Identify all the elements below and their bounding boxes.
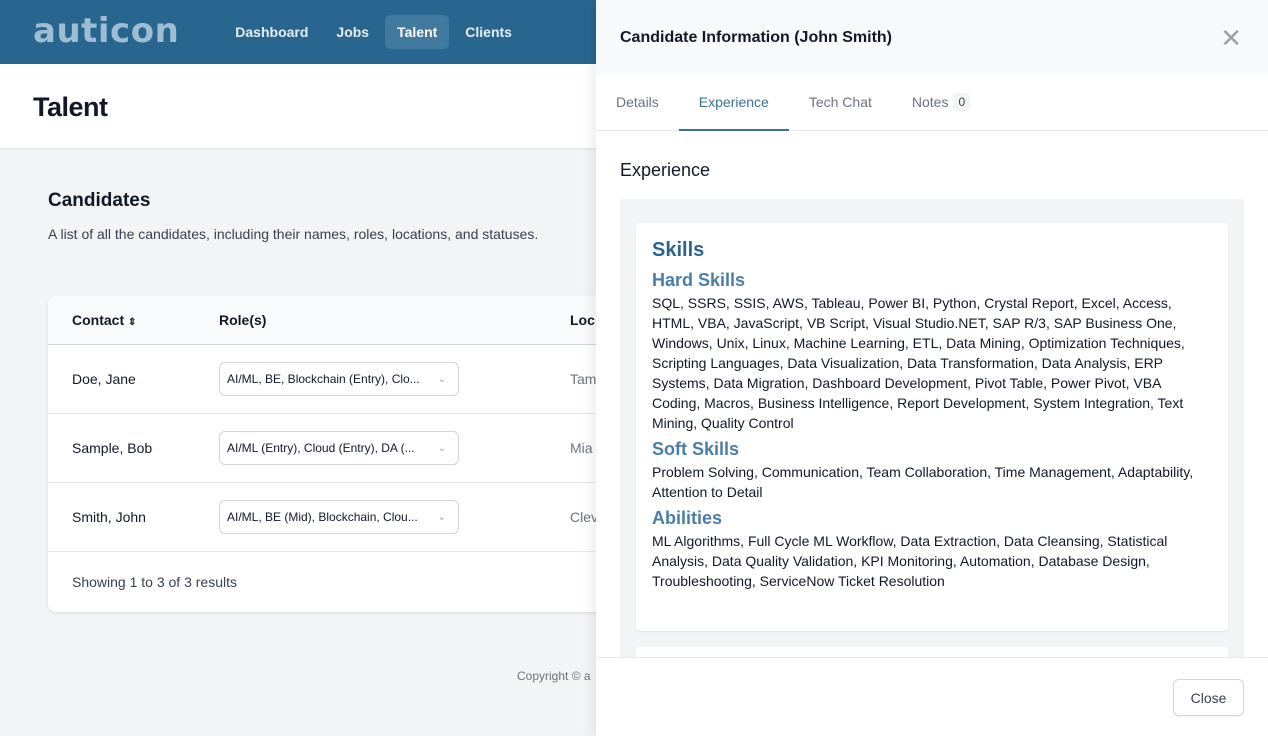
drawer-footer: Close bbox=[596, 657, 1268, 736]
contact-name[interactable]: Doe, Jane bbox=[72, 371, 136, 387]
hard-skills-list: SQL, SSRS, SSIS, AWS, Tableau, Power BI,… bbox=[652, 295, 1185, 431]
notes-count-badge: 0 bbox=[953, 93, 971, 111]
tab-notes[interactable]: Notes 0 bbox=[892, 75, 990, 131]
drawer-tabs: Details Experience Tech Chat Notes 0 bbox=[596, 75, 1268, 131]
abilities-heading: Abilities bbox=[652, 508, 723, 528]
roles-value: AI/ML, BE (Mid), Blockchain, Clou... bbox=[227, 510, 418, 524]
hard-skills-heading: Hard Skills bbox=[652, 270, 746, 290]
table-row[interactable]: Smith, John AI/ML, BE (Mid), Blockchain,… bbox=[48, 483, 668, 552]
chevron-down-icon: ⌄ bbox=[437, 442, 446, 454]
page-title: Talent bbox=[33, 92, 108, 122]
table-header: Contact ⇕ Role(s) Loc bbox=[48, 296, 668, 345]
nav-jobs[interactable]: Jobs bbox=[336, 24, 370, 40]
drawer-title: Candidate Information (John Smith) bbox=[620, 28, 892, 46]
experience-container: Skills Hard Skills SQL, SSRS, SSIS, AWS,… bbox=[620, 199, 1244, 657]
location-column-header: Loc bbox=[570, 312, 595, 328]
copyright: Copyright © a bbox=[517, 669, 591, 683]
contact-name[interactable]: Smith, John bbox=[72, 509, 146, 525]
table-row[interactable]: Sample, Bob AI/ML (Entry), Cloud (Entry)… bbox=[48, 414, 668, 483]
contact-column-header[interactable]: Contact ⇕ bbox=[48, 312, 219, 328]
nav-talent[interactable]: Talent bbox=[385, 15, 450, 49]
tab-tech-chat[interactable]: Tech Chat bbox=[808, 94, 872, 110]
notes-label: Notes bbox=[911, 94, 949, 110]
contact-header-label: Contact bbox=[72, 312, 125, 328]
candidates-section: Candidates A list of all the candidates,… bbox=[0, 148, 1268, 284]
auticon-logo[interactable]: auticon bbox=[33, 11, 180, 51]
close-icon[interactable]: ✕ bbox=[1220, 22, 1242, 53]
roles-select[interactable]: AI/ML (Entry), Cloud (Entry), DA (... ⌄ bbox=[219, 431, 459, 465]
nav-dashboard[interactable]: Dashboard bbox=[235, 24, 309, 40]
nav-clients[interactable]: Clients bbox=[465, 24, 512, 40]
soft-skills-list: Problem Solving, Communication, Team Col… bbox=[652, 464, 1194, 500]
chevron-down-icon: ⌄ bbox=[437, 373, 446, 385]
pagination-summary: Showing 1 to 3 of 3 results bbox=[72, 574, 237, 590]
chevron-down-icon: ⌄ bbox=[437, 511, 446, 523]
location: Mia bbox=[570, 440, 593, 456]
roles-select[interactable]: AI/ML, BE (Mid), Blockchain, Clou... ⌄ bbox=[219, 500, 459, 534]
location: Tam bbox=[570, 371, 597, 387]
roles-value: AI/ML (Entry), Cloud (Entry), DA (... bbox=[227, 441, 415, 455]
skills-heading: Skills bbox=[652, 239, 705, 261]
roles-value: AI/ML, BE, Blockchain (Entry), Clo... bbox=[227, 372, 420, 386]
next-card bbox=[636, 647, 1228, 657]
tab-experience[interactable]: Experience bbox=[678, 75, 789, 131]
drawer-header: Candidate Information (John Smith) ✕ bbox=[596, 0, 1268, 75]
candidates-table: Contact ⇕ Role(s) Loc Doe, Jane AI/ML, B… bbox=[48, 296, 668, 612]
roles-column-header: Role(s) bbox=[219, 312, 267, 328]
skills-card: Skills Hard Skills SQL, SSRS, SSIS, AWS,… bbox=[636, 223, 1228, 631]
close-button[interactable]: Close bbox=[1173, 679, 1244, 716]
candidate-drawer: Candidate Information (John Smith) ✕ Det… bbox=[596, 0, 1268, 736]
candidates-title: Candidates bbox=[48, 190, 151, 211]
experience-heading: Experience bbox=[620, 160, 711, 180]
roles-select[interactable]: AI/ML, BE, Blockchain (Entry), Clo... ⌄ bbox=[219, 362, 459, 396]
sort-icon[interactable]: ⇕ bbox=[128, 317, 137, 328]
table-row[interactable]: Doe, Jane AI/ML, BE, Blockchain (Entry),… bbox=[48, 345, 668, 414]
location: Clev bbox=[570, 509, 599, 525]
candidates-description: A list of all the candidates, including … bbox=[48, 226, 539, 242]
soft-skills-heading: Soft Skills bbox=[652, 439, 740, 459]
abilities-list: ML Algorithms, Full Cycle ML Workflow, D… bbox=[652, 533, 1168, 589]
tab-details[interactable]: Details bbox=[616, 94, 659, 110]
drawer-body[interactable]: Experience Skills Hard Skills SQL, SSRS,… bbox=[596, 131, 1268, 657]
contact-name[interactable]: Sample, Bob bbox=[72, 440, 153, 456]
